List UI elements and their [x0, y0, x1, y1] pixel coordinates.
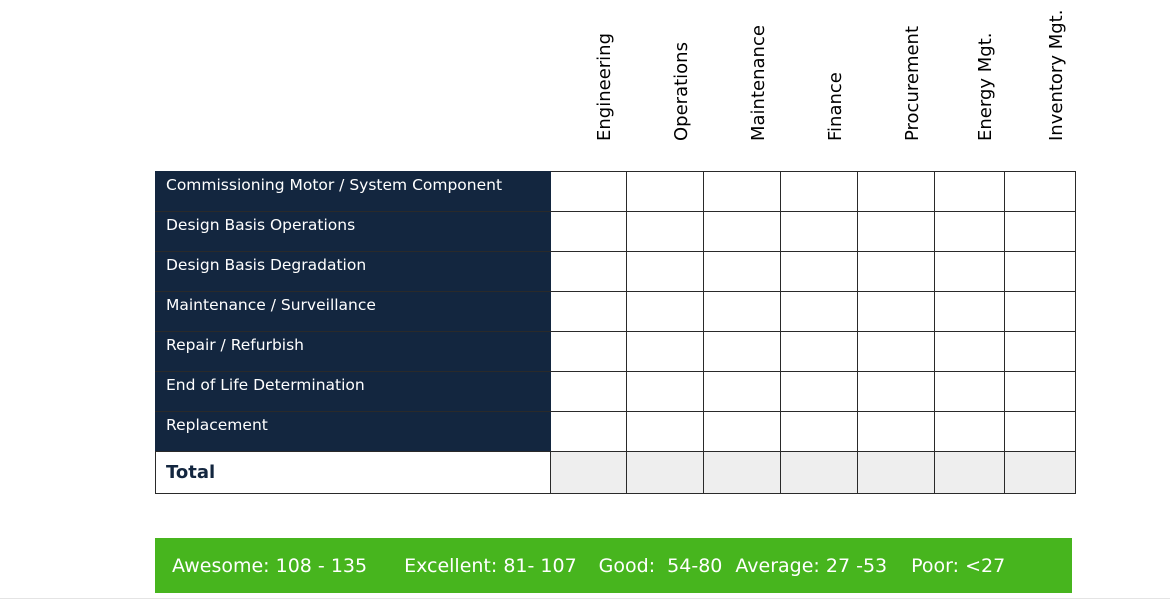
score-cell[interactable]: [626, 171, 704, 212]
score-cell[interactable]: [934, 211, 1005, 252]
column-header-energy: Energy Mgt.: [934, 0, 1004, 165]
legend-average: Average: 27 -53: [735, 554, 888, 577]
score-cell[interactable]: [857, 251, 935, 292]
score-cell[interactable]: [626, 331, 704, 372]
score-cell[interactable]: [780, 291, 858, 332]
score-cell[interactable]: [780, 251, 858, 292]
column-header-procurement: Procurement: [857, 0, 934, 165]
table-row: Replacement: [155, 411, 1076, 452]
score-cell[interactable]: [1004, 251, 1076, 292]
score-cell[interactable]: [626, 251, 704, 292]
total-cell[interactable]: [626, 451, 704, 494]
column-header-label: Procurement: [901, 25, 923, 141]
score-cell[interactable]: [550, 411, 627, 452]
total-cell[interactable]: [780, 451, 858, 494]
row-label: End of Life Determination: [155, 371, 551, 412]
score-cell[interactable]: [780, 331, 858, 372]
score-cell[interactable]: [1004, 171, 1076, 212]
score-cell[interactable]: [550, 211, 627, 252]
column-header-engineering: Engineering: [550, 0, 626, 165]
column-header-finance: Finance: [780, 0, 857, 165]
column-header-label: Inventory Mgt.: [1045, 9, 1067, 141]
divider: [0, 598, 1170, 599]
score-cell[interactable]: [1004, 411, 1076, 452]
score-cell[interactable]: [857, 171, 935, 212]
score-cell[interactable]: [1004, 331, 1076, 372]
legend-awesome: Awesome: 108 - 135: [172, 554, 368, 577]
legend-poor: Poor: <27: [911, 554, 1006, 577]
score-cell[interactable]: [550, 371, 627, 412]
column-header-label: Finance: [824, 72, 846, 141]
score-cell[interactable]: [1004, 291, 1076, 332]
score-cell[interactable]: [703, 411, 781, 452]
column-header-operations: Operations: [626, 0, 703, 165]
score-cell[interactable]: [550, 331, 627, 372]
score-cell[interactable]: [780, 371, 858, 412]
score-cell[interactable]: [703, 211, 781, 252]
score-cell[interactable]: [934, 411, 1005, 452]
total-cell[interactable]: [857, 451, 935, 494]
total-row: Total: [155, 451, 1076, 494]
score-cell[interactable]: [703, 251, 781, 292]
total-cell[interactable]: [550, 451, 627, 494]
total-cell[interactable]: [1004, 451, 1076, 494]
score-cell[interactable]: [934, 171, 1005, 212]
table-row: Design Basis Operations: [155, 211, 1076, 252]
table-row: Repair / Refurbish: [155, 331, 1076, 372]
score-cell[interactable]: [780, 211, 858, 252]
column-header-label: Maintenance: [747, 25, 769, 141]
row-label: Design Basis Degradation: [155, 251, 551, 292]
score-cell[interactable]: [780, 411, 858, 452]
score-cell[interactable]: [780, 171, 858, 212]
score-cell[interactable]: [626, 291, 704, 332]
score-cell[interactable]: [934, 371, 1005, 412]
rating-legend: Awesome: 108 - 135 Excellent: 81- 107 Go…: [155, 538, 1072, 593]
score-cell[interactable]: [934, 291, 1005, 332]
score-cell[interactable]: [857, 331, 935, 372]
column-header-label: Energy Mgt.: [975, 32, 996, 141]
table-row: Commissioning Motor / System Component: [155, 171, 1076, 212]
column-header-label: Operations: [670, 42, 692, 141]
legend-good: Good: 54-80: [598, 554, 723, 577]
score-cell[interactable]: [550, 251, 627, 292]
score-cell[interactable]: [857, 291, 935, 332]
score-cell[interactable]: [550, 171, 627, 212]
score-cell[interactable]: [703, 371, 781, 412]
score-cell[interactable]: [626, 371, 704, 412]
score-cell[interactable]: [1004, 211, 1076, 252]
column-header-inventory: Inventory Mgt.: [1004, 0, 1075, 165]
score-cell[interactable]: [1004, 371, 1076, 412]
score-cell[interactable]: [703, 291, 781, 332]
row-label: Replacement: [155, 411, 551, 452]
table-row: End of Life Determination: [155, 371, 1076, 412]
total-label: Total: [155, 451, 551, 494]
score-cell[interactable]: [857, 371, 935, 412]
score-cell[interactable]: [934, 331, 1005, 372]
scoring-grid: Commissioning Motor / System Component D…: [155, 171, 1076, 494]
column-header-label: Engineering: [594, 33, 615, 141]
legend-excellent: Excellent: 81- 107: [404, 554, 577, 577]
score-cell[interactable]: [703, 171, 781, 212]
score-cell[interactable]: [626, 411, 704, 452]
row-label: Repair / Refurbish: [155, 331, 551, 372]
table-row: Maintenance / Surveillance: [155, 291, 1076, 332]
total-cell[interactable]: [934, 451, 1005, 494]
score-cell[interactable]: [934, 251, 1005, 292]
total-cell[interactable]: [703, 451, 781, 494]
score-cell[interactable]: [703, 331, 781, 372]
score-cell[interactable]: [857, 411, 935, 452]
row-label: Maintenance / Surveillance: [155, 291, 551, 332]
score-cell[interactable]: [550, 291, 627, 332]
score-cell[interactable]: [626, 211, 704, 252]
column-header-maintenance: Maintenance: [703, 0, 780, 165]
row-label: Design Basis Operations: [155, 211, 551, 252]
table-row: Design Basis Degradation: [155, 251, 1076, 292]
row-label: Commissioning Motor / System Component: [155, 171, 551, 212]
score-cell[interactable]: [857, 211, 935, 252]
